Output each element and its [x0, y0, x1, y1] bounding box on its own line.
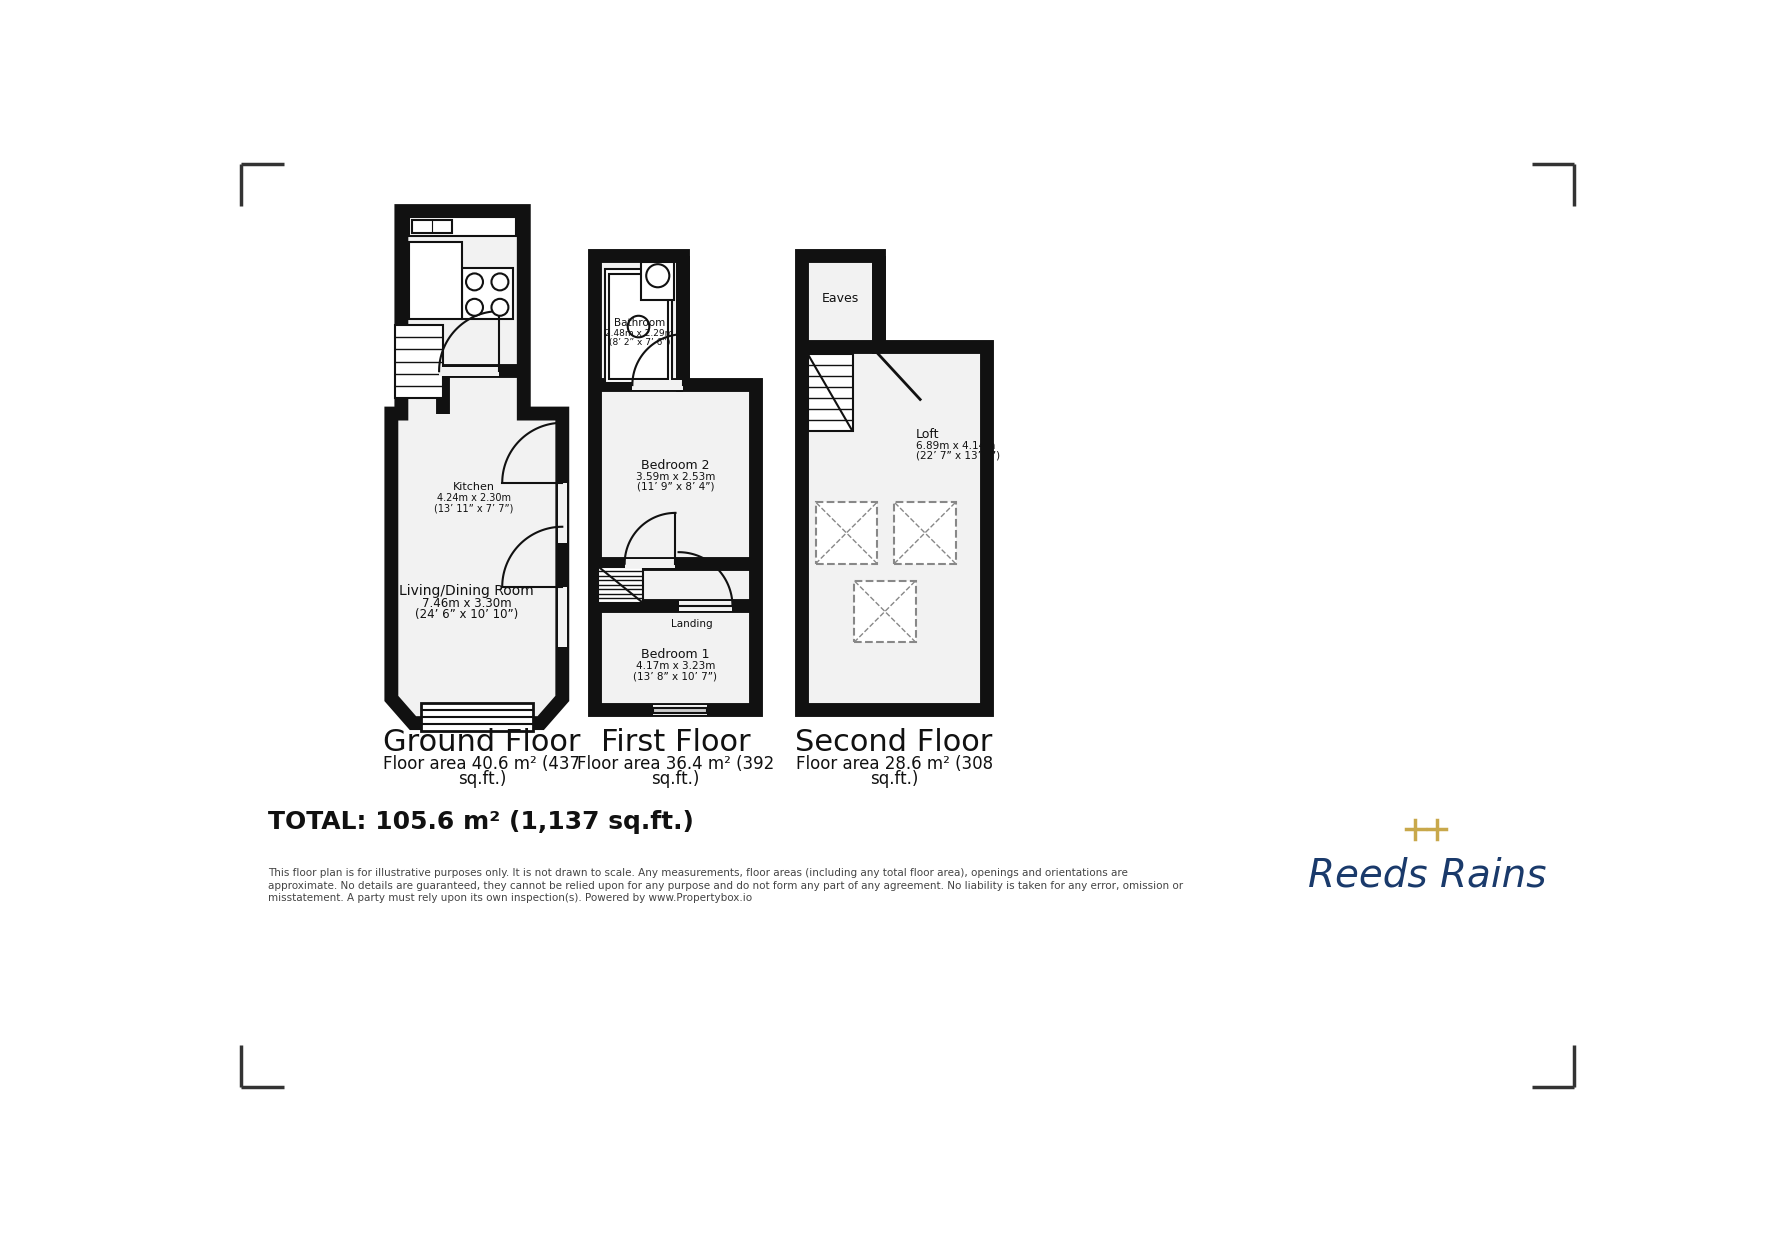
Bar — [653, 705, 707, 715]
Text: Floor area 28.6 m² (308: Floor area 28.6 m² (308 — [795, 755, 994, 773]
Text: Loft: Loft — [916, 427, 939, 441]
Text: (11’ 9” x 8’ 4”): (11’ 9” x 8’ 4”) — [638, 482, 714, 492]
Text: sq.ft.): sq.ft.) — [870, 771, 919, 788]
Bar — [854, 581, 916, 642]
Bar — [558, 587, 567, 647]
Text: TOTAL: 105.6 m² (1,137 sq.ft.): TOTAL: 105.6 m² (1,137 sq.ft.) — [267, 809, 694, 834]
Bar — [894, 502, 956, 564]
Text: Floor area 40.6 m² (437: Floor area 40.6 m² (437 — [383, 755, 581, 773]
Bar — [599, 566, 643, 603]
Text: Reeds Rains: Reeds Rains — [1307, 856, 1546, 895]
Bar — [604, 269, 673, 383]
Text: Bathroom: Bathroom — [615, 318, 664, 328]
Bar — [409, 242, 462, 318]
Text: sq.ft.): sq.ft.) — [652, 771, 700, 788]
Bar — [558, 483, 567, 543]
Text: 4.17m x 3.23m: 4.17m x 3.23m — [636, 662, 715, 672]
Text: (13’ 8” x 10’ 7”): (13’ 8” x 10’ 7”) — [634, 672, 717, 681]
Text: sq.ft.): sq.ft.) — [457, 771, 507, 788]
Bar — [409, 217, 515, 235]
Circle shape — [466, 299, 483, 316]
Bar — [641, 261, 675, 300]
Text: (13’ 11” x 7’ 7”): (13’ 11” x 7’ 7”) — [434, 503, 514, 513]
Text: approximate. No details are guaranteed, they cannot be relied upon for any purpo: approximate. No details are guaranteed, … — [267, 881, 1183, 891]
Text: misstatement. A party must rely upon its own inspection(s). Powered by www.Prope: misstatement. A party must rely upon its… — [267, 893, 753, 903]
Text: Second Floor: Second Floor — [795, 727, 994, 757]
Bar — [413, 221, 452, 233]
Bar — [439, 367, 499, 375]
Bar — [395, 325, 443, 398]
Text: Landing: Landing — [671, 618, 712, 628]
Text: 7.46m x 3.30m: 7.46m x 3.30m — [421, 597, 512, 611]
Text: 3.59m x 2.53m: 3.59m x 2.53m — [636, 472, 715, 482]
Polygon shape — [391, 211, 563, 724]
Circle shape — [646, 264, 669, 287]
Text: (22’ 7” x 13’ 7”): (22’ 7” x 13’ 7”) — [916, 451, 1001, 461]
Text: Bedroom 1: Bedroom 1 — [641, 648, 710, 662]
Text: Floor area 36.4 m² (392: Floor area 36.4 m² (392 — [577, 755, 774, 773]
Bar — [420, 703, 533, 731]
Bar — [678, 601, 733, 611]
Circle shape — [466, 274, 483, 290]
Bar — [808, 354, 852, 431]
Text: (8’ 2” x 7’ 6”): (8’ 2” x 7’ 6”) — [609, 338, 669, 347]
Polygon shape — [595, 255, 756, 710]
Text: Ground Floor: Ground Floor — [383, 727, 581, 757]
Bar — [462, 268, 514, 318]
Circle shape — [491, 299, 508, 316]
Circle shape — [491, 274, 508, 290]
Text: 2.48m x 2.29m: 2.48m x 2.29m — [606, 330, 673, 338]
Text: (24’ 6” x 10’ 10”): (24’ 6” x 10’ 10”) — [414, 608, 519, 621]
Text: Eaves: Eaves — [822, 292, 859, 305]
Text: Kitchen: Kitchen — [453, 482, 496, 492]
Bar — [632, 380, 684, 390]
Bar — [625, 559, 675, 569]
Text: Bedroom 2: Bedroom 2 — [641, 458, 710, 472]
Text: 6.89m x 4.14m: 6.89m x 4.14m — [916, 441, 995, 451]
Bar — [653, 707, 707, 714]
Bar — [816, 502, 877, 564]
Text: 4.24m x 2.30m: 4.24m x 2.30m — [437, 493, 512, 503]
Text: Living/Dining Room: Living/Dining Room — [398, 584, 533, 597]
Text: First Floor: First Floor — [600, 727, 751, 757]
Polygon shape — [802, 255, 986, 710]
Circle shape — [627, 316, 650, 337]
Bar — [609, 274, 668, 379]
Text: This floor plan is for illustrative purposes only. It is not drawn to scale. Any: This floor plan is for illustrative purp… — [267, 869, 1128, 878]
